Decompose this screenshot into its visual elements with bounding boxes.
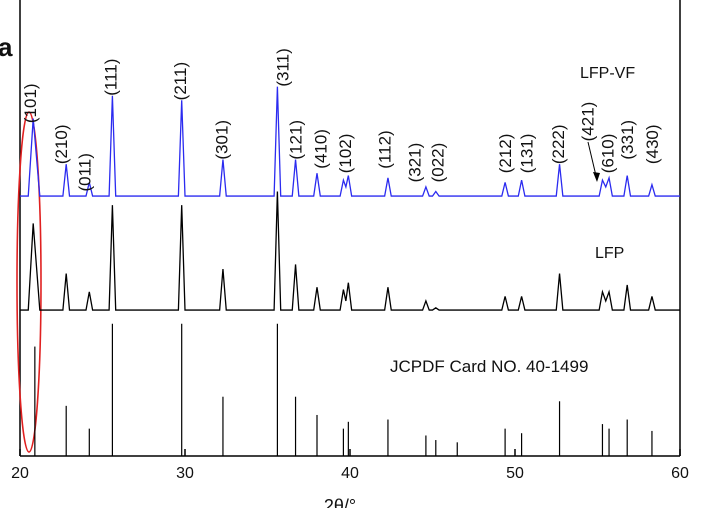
x-axis-label: 2θ/° [324,496,356,508]
peak-label: (022) [428,143,447,183]
pattern-line [20,191,680,311]
arrow-head [593,172,600,182]
peak-label: (121) [287,120,306,160]
x-tick-label: 50 [506,465,524,482]
peak-label: (222) [549,124,568,164]
reference-label: JCPDF Card NO. 40-1499 [390,357,588,376]
x-tick-label: 20 [11,465,29,482]
peak-label: (111) [102,59,121,96]
peak-label: (311) [273,48,292,86]
pattern-line [20,86,680,197]
peak-label: (421) [579,102,598,142]
peak-label: (212) [496,134,515,174]
highlight-ellipse [16,111,42,453]
peak-label: (112) [376,130,395,168]
panel-label: a [0,32,13,62]
peak-label: (211) [171,62,190,100]
peak-label: (410) [311,129,330,169]
peak-label: (331) [618,120,637,160]
series-label: LFP-VF [580,65,635,82]
peak-label: (131) [518,134,537,174]
peak-label: (321) [405,143,424,183]
x-tick-label: 40 [341,465,359,482]
x-tick-label: 60 [671,465,689,482]
peak-label: (011) [75,153,94,191]
peak-label: (210) [52,124,71,164]
peak-label: (102) [336,134,355,174]
x-tick-label: 30 [176,465,194,482]
peak-label: (301) [212,120,231,160]
peak-label: (430) [643,124,662,164]
peak-label: (101) [21,83,40,123]
peak-label: (610) [598,134,617,174]
series-label: LFP [595,245,624,262]
